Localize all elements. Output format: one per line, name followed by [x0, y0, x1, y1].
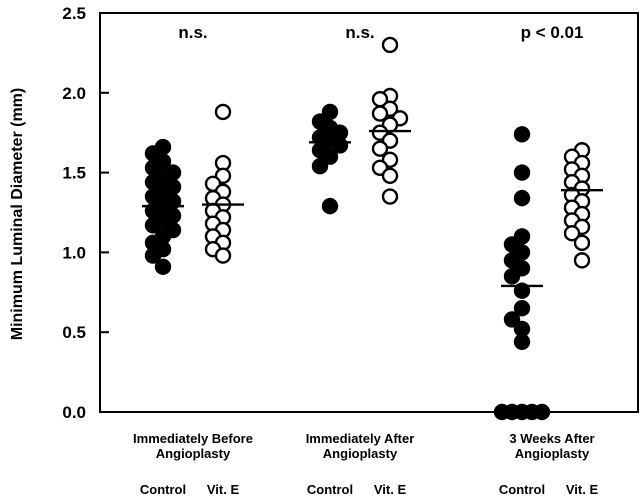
group-label-line: Angioplasty [515, 446, 590, 461]
y-tick-label: 1.0 [62, 243, 86, 262]
vitamin-e-point [371, 140, 389, 157]
series-label: Control [499, 482, 545, 497]
axes [99, 12, 639, 413]
control-point [513, 189, 531, 207]
group-label-line: Immediately After [306, 431, 415, 446]
control-point [513, 300, 531, 317]
vitamin-e-point [214, 247, 232, 264]
series-label: Control [307, 482, 353, 497]
significance-label: p < 0.01 [521, 23, 584, 42]
y-tick-label: 2.5 [62, 4, 86, 23]
group-label-line: Angioplasty [323, 446, 398, 461]
significance-label: n.s. [345, 23, 374, 42]
control-point [503, 268, 521, 285]
vitamin-e-point [381, 188, 399, 205]
vitamin-e-point [563, 225, 581, 242]
vitamin-e-point [573, 252, 591, 269]
y-tick-label: 0.5 [62, 323, 86, 342]
series-label: Vit. E [374, 482, 407, 497]
control-point [321, 103, 339, 121]
y-tick-label: 2.0 [62, 84, 86, 103]
control-point [503, 311, 521, 328]
series-label: Vit. E [566, 482, 599, 497]
x-group-labels: Immediately BeforeAngioplastyImmediately… [133, 431, 595, 461]
group-label-line: Immediately Before [133, 431, 253, 446]
vitamin-e-point [371, 105, 389, 122]
control-point [513, 164, 531, 181]
control-point [533, 403, 551, 421]
mean-lines [142, 129, 603, 288]
control-point [513, 126, 531, 143]
series-label: Vit. E [207, 482, 240, 497]
y-tick-label: 1.5 [62, 164, 86, 183]
significance-label: n.s. [178, 23, 207, 42]
control-point [321, 197, 339, 215]
vitamin-e-point [573, 234, 591, 252]
vitamin-e-point [214, 103, 232, 121]
vitamin-e-point [381, 167, 399, 184]
control-point [144, 217, 162, 234]
control-point [311, 158, 329, 175]
control-point [154, 258, 172, 275]
control-point [513, 333, 531, 350]
y-ticks: 0.0 0.5 1.0 1.5 2.0 2.5 [62, 4, 109, 422]
control-point [321, 148, 339, 165]
plot-frame [99, 12, 639, 413]
y-tick-label: 0.0 [62, 403, 86, 422]
significance-annotations: n.s. n.s. p < 0.01 [178, 23, 583, 42]
series-label: Control [140, 482, 186, 497]
vitamin-e-point [381, 36, 399, 54]
data-points [144, 36, 591, 421]
x-series-labels: Control Vit. E Control Vit. E Control Vit. E [140, 482, 599, 497]
group-label-line: Angioplasty [156, 446, 231, 461]
control-point [493, 403, 511, 421]
y-axis-title: Minimum Luminal Diameter (mm) [9, 88, 26, 340]
group-label-line: 3 Weeks After [509, 431, 594, 446]
control-point [513, 282, 531, 299]
control-point [144, 247, 162, 264]
